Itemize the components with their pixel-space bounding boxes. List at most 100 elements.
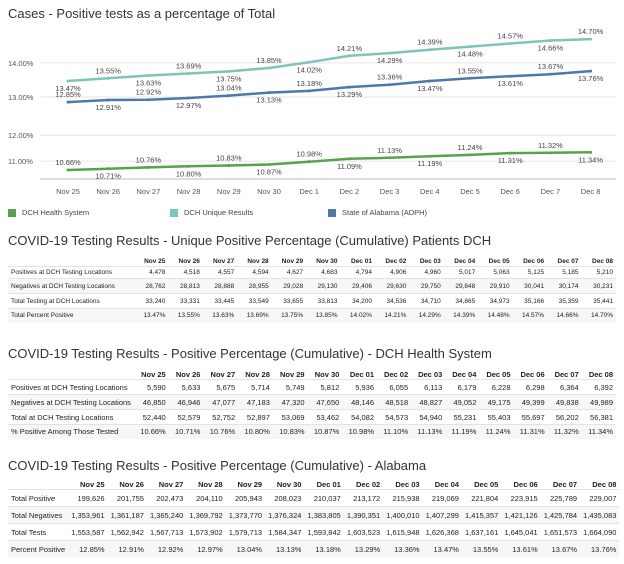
data-point-1-12 (548, 72, 552, 76)
table-dch-health-system: Nov 25 Nov 26 Nov 27 Nov 28 Nov 29 Nov 30 Dec … (8, 369, 616, 439)
legend-label-1: DCH Unique Results (184, 208, 254, 217)
table-cell: 48,827 (411, 394, 446, 410)
table-row: Positives at DCH Testing Locations 5,590 5… (8, 379, 616, 395)
data-label-2-11: 11.31% (498, 156, 523, 165)
table-cell: 11.19% (445, 424, 480, 439)
column-header: Dec 04 (434, 479, 459, 489)
table-row: Total Testing at DCH Locations 33,240 33,3… (8, 293, 616, 309)
table-cell: 52,752 (203, 409, 239, 425)
table-cell: 210,037 (304, 489, 344, 507)
data-point-2-9 (428, 154, 432, 158)
table-cell: 5,590 (134, 379, 169, 395)
table-cell: 46,850 (134, 394, 169, 410)
series-line-1 (67, 69, 591, 104)
table-cell: 13.63% (202, 308, 238, 323)
table-alabama: Nov 25 Nov 26 Nov 27 Nov 28 Nov 29 Nov 30 Dec … (8, 479, 620, 558)
column-header: Dec 07 (552, 479, 578, 489)
table-cell: 53,069 (272, 409, 308, 425)
table-cell: 10.98% (342, 424, 378, 439)
row-label: Total Testing at DCH Locations (8, 293, 134, 309)
column-header: Dec 02 (383, 369, 409, 379)
table-cell: 14.39% (443, 308, 479, 323)
table-row: Percent Positive 12.85% 12.91% 12.92% 12.97%… (8, 540, 620, 558)
legend-swatch-2 (328, 208, 336, 217)
table-cell: 13.29% (343, 540, 384, 558)
data-point-2-2 (146, 165, 150, 169)
data-label-2-13: 11.34% (578, 155, 603, 164)
x-tick-3: Nov 28 (177, 187, 201, 196)
table-cell: 49,989 (581, 394, 616, 410)
row-label: % Positive Among Those Tested (8, 424, 134, 439)
table-cell: 13.36% (383, 540, 423, 558)
table-row: Total Negatives 1,353,961 1,361,187 1,365,2… (8, 506, 620, 524)
row-label: Total Positive (8, 489, 69, 507)
column-header: Nov 27 (210, 369, 236, 379)
y-tick-bottom-0: 12.00% (8, 131, 34, 140)
table-cell: 47,650 (307, 394, 343, 410)
data-point-1-13 (589, 69, 593, 73)
table-cell: 4,683 (306, 266, 341, 279)
table-cell: 29,750 (409, 278, 444, 294)
table-cell: 5,714 (238, 379, 273, 395)
table-cell: 29,130 (306, 278, 341, 294)
table-cell: 33,813 (306, 293, 341, 309)
data-point-1-9 (428, 79, 432, 83)
x-tick-12: Dec 7 (541, 187, 561, 196)
table-cell: 5,125 (512, 266, 548, 279)
table-cell: 4,518 (168, 266, 203, 279)
table-2-title: COVID-19 Testing Results - Positive Perc… (8, 346, 492, 361)
data-label-2-4: 10.83% (216, 154, 242, 163)
table-cell: 11.13% (411, 424, 446, 439)
data-label-1-11: 13.61% (497, 79, 523, 88)
table-cell: 54,940 (411, 409, 446, 425)
table-cell: 4,478 (134, 266, 169, 279)
table-cell: 6,392 (581, 379, 616, 395)
column-header: Nov 28 (198, 479, 223, 489)
table-3-title: COVID-19 Testing Results - Positive Perc… (8, 458, 427, 473)
data-point-2-1 (106, 167, 110, 171)
table-header-row: Nov 25 Nov 26 Nov 27 Nov 28 Nov 29 Nov 30 Dec … (8, 369, 616, 380)
column-header: Dec 05 (488, 257, 510, 265)
table-cell: 1,626,368 (422, 523, 462, 541)
column-header: Dec 06 (513, 479, 538, 489)
x-tick-2: Nov 27 (137, 187, 161, 196)
row-label: Positives at DCH Testing Locations (8, 266, 134, 279)
table-row: Total Positive 199,626 201,755 202,473 204,1… (8, 489, 620, 507)
table-row: Total Percent Positive 13.47% 13.55% 13.63%… (8, 308, 616, 323)
data-point-0-0 (66, 79, 70, 83)
table-cell: 229,007 (580, 489, 620, 507)
table-cell: 11.10% (377, 424, 412, 439)
column-header: Nov 25 (141, 369, 166, 379)
chart-legend: DCH Health System DCH Unique Results State… (8, 208, 618, 222)
table-cell: 30,231 (581, 278, 616, 294)
table-cell: 13.75% (271, 308, 307, 323)
data-point-2-8 (388, 156, 392, 160)
column-header: Nov 26 (178, 257, 200, 265)
data-label-0-12: 14.66% (538, 43, 564, 52)
table-cell: 1,353,961 (68, 506, 108, 524)
table-cell: 1,365,240 (146, 506, 187, 524)
x-tick-6: Dec 1 (299, 187, 319, 196)
data-label-0-7: 14.21% (337, 44, 363, 53)
data-label-2-10: 11.24% (458, 143, 483, 152)
table-cell: 34,710 (409, 293, 444, 309)
row-label: Total Negatives (8, 506, 69, 524)
table-cell: 199,626 (68, 489, 108, 507)
table-cell: 46,946 (168, 394, 204, 410)
table-cell: 52,440 (134, 409, 169, 425)
data-point-0-9 (428, 48, 432, 52)
data-label-0-13: 14.70% (578, 27, 604, 36)
table-cell: 29,406 (340, 278, 375, 294)
table-cell: 47,320 (272, 394, 308, 410)
table-cell: 11.32% (547, 424, 582, 439)
x-tick-1: Nov 26 (96, 187, 120, 196)
table-cell: 33,331 (168, 293, 203, 309)
table-cell: 12.85% (68, 540, 108, 558)
table-cell: 10.66% (134, 424, 169, 439)
data-point-0-8 (388, 51, 392, 55)
table-cell: 13.18% (304, 540, 344, 558)
table-cell: 28,955 (237, 278, 272, 294)
table-cell: 215,938 (383, 489, 423, 507)
data-label-1-10: 13.55% (457, 66, 483, 75)
data-label-0-5: 13.85% (256, 56, 282, 65)
